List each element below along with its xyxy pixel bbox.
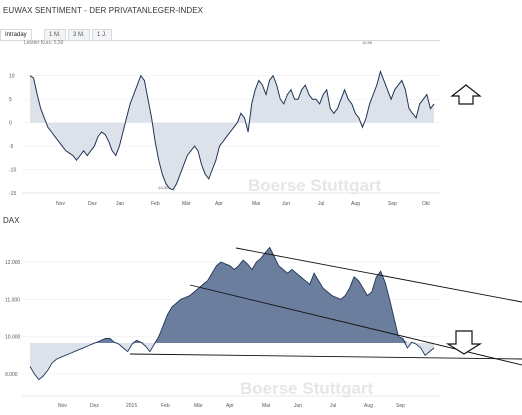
- tab-intraday[interactable]: Intraday: [0, 29, 32, 40]
- dax-x-ticks: Nov Dez 2015 Feb Mär Apr Mai Jun Jul Aug Sep: [58, 403, 405, 409]
- last-price-label: Letzter Kurs: 5,50: [24, 40, 64, 46]
- tab-1-year[interactable]: 1 J.: [92, 29, 112, 40]
- dax-watermark: Boerse Stuttgart: [240, 379, 374, 398]
- sentiment-x-tick-label: Feb: [151, 201, 160, 207]
- dax-x-tick-label: Feb: [161, 403, 170, 409]
- timeframe-tabs: Intraday 1 M. 3 M. 1 J.: [0, 28, 440, 41]
- sentiment-x-tick-label: Dez: [88, 201, 97, 207]
- sentiment-x-tick-label: Mär: [182, 201, 191, 207]
- tab-1-month[interactable]: 1 M.: [44, 29, 66, 40]
- dax-y-tick-label: 11.000: [5, 297, 20, 303]
- sentiment-y-tick-label: -5: [9, 144, 14, 150]
- sentiment-y-tick-label: 10: [9, 74, 15, 80]
- dax-x-tick-label: Dez: [90, 403, 99, 409]
- dax-y-ticks: 12.000 11.000 10.000 9.000: [5, 260, 21, 378]
- upper-trend-line: [235, 247, 522, 303]
- sentiment-title: EUWAX SENTIMENT - DER PRIVATANLEGER-INDE…: [3, 6, 204, 15]
- sentiment-x-tick-label: Mai: [252, 201, 260, 207]
- sentiment-x-tick-label: Okt: [422, 201, 430, 207]
- tab-3-months[interactable]: 3 M.: [68, 29, 90, 40]
- sentiment-x-tick-label: Nov: [56, 201, 65, 207]
- support-trend-line: [129, 353, 522, 360]
- dax-line: [29, 246, 435, 381]
- dax-x-tick-label: Jun: [294, 403, 302, 409]
- dax-x-tick-label: Sep: [396, 403, 405, 409]
- dax-x-tick-label: Aug: [364, 403, 373, 409]
- dax-x-tick-label: Nov: [58, 403, 67, 409]
- sentiment-y-tick-label: -15: [9, 191, 16, 197]
- dax-x-tick-label: 2015: [126, 403, 137, 409]
- sentiment-x-tick-label: Jul: [318, 201, 324, 207]
- sentiment-x-tick-label: Apr: [215, 201, 223, 207]
- sentiment-y-ticks: 10 5 0 -5 -10 -15: [9, 74, 16, 197]
- sentiment-watermark: Boerse Stuttgart: [248, 176, 382, 195]
- sentiment-line: [29, 69, 435, 191]
- sentiment-x-tick-label: Jun: [282, 201, 290, 207]
- down-arrow-outline-icon: [445, 330, 483, 355]
- sentiment-high-label: 10,99: [362, 40, 373, 45]
- dax-title: DAX: [3, 216, 20, 225]
- sentiment-y-tick-label: 5: [9, 97, 12, 103]
- dax-area-below-baseline: [30, 343, 434, 380]
- dax-x-tick-label: Apr: [226, 403, 234, 409]
- sentiment-x-tick-label: Aug: [351, 201, 360, 207]
- sentiment-y-tick-label: -10: [9, 168, 16, 174]
- dax-y-tick-label: 9.000: [5, 372, 18, 378]
- dax-y-tick-label: 12.000: [5, 260, 21, 266]
- sentiment-area: [30, 71, 434, 190]
- up-arrow-outline-icon: [450, 84, 482, 105]
- dax-x-tick-label: Mai: [262, 403, 270, 409]
- sentiment-y-tick-label: 0: [9, 121, 12, 127]
- sentiment-x-tick-label: Jan: [116, 201, 124, 207]
- sentiment-x-tick-label: Sep: [388, 201, 397, 207]
- dax-y-tick-label: 10.000: [5, 335, 21, 341]
- sentiment-x-ticks: Nov Dez Jan Feb Mär Apr Mai Jun Jul Aug Sep Okt: [56, 201, 430, 207]
- dax-x-tick-label: Jul: [330, 403, 336, 409]
- sentiment-low-label: -14,30: [157, 185, 169, 190]
- dax-x-tick-label: Mär: [194, 403, 203, 409]
